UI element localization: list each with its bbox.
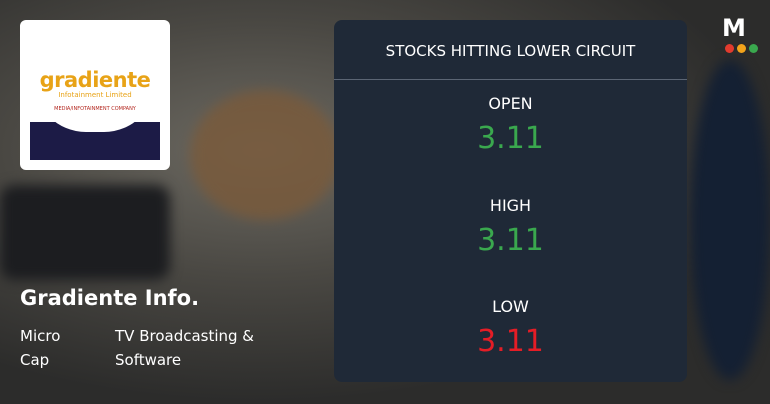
company-logo: gradiente Infotainment Limited MEDIA/INF… — [20, 20, 170, 170]
logo-subtitle: Infotainment Limited — [58, 91, 132, 99]
stat-label: LOW — [492, 297, 529, 316]
company-name: Gradiente Info. — [20, 286, 200, 310]
background-phone — [0, 185, 170, 280]
background-jar — [190, 90, 340, 220]
stat-value: 3.11 — [477, 121, 544, 156]
logo-name: gradiente — [39, 68, 151, 92]
stat-value: 3.11 — [477, 222, 544, 258]
separator — [334, 79, 687, 80]
logo-tagline: MEDIA/INFOTAINMENT COMPANY — [54, 106, 136, 112]
brand-logo: M — [722, 14, 746, 42]
stat-label: OPEN — [488, 94, 533, 113]
market-cap: Micro Cap — [20, 327, 61, 369]
stats-panel: STOCKS HITTING LOWER CIRCUIT OPEN 3.11 HIG… — [334, 20, 687, 382]
panel-title: STOCKS HITTING LOWER CIRCUIT — [385, 42, 636, 60]
brand-dot — [725, 44, 734, 53]
brand-dot — [737, 44, 746, 53]
background-screen — [690, 60, 770, 380]
brand-dot — [749, 44, 758, 53]
sector: TV Broadcasting & Software — [115, 327, 255, 369]
stat-label: HIGH — [489, 195, 532, 215]
stat-value: 3.11 — [477, 324, 544, 359]
